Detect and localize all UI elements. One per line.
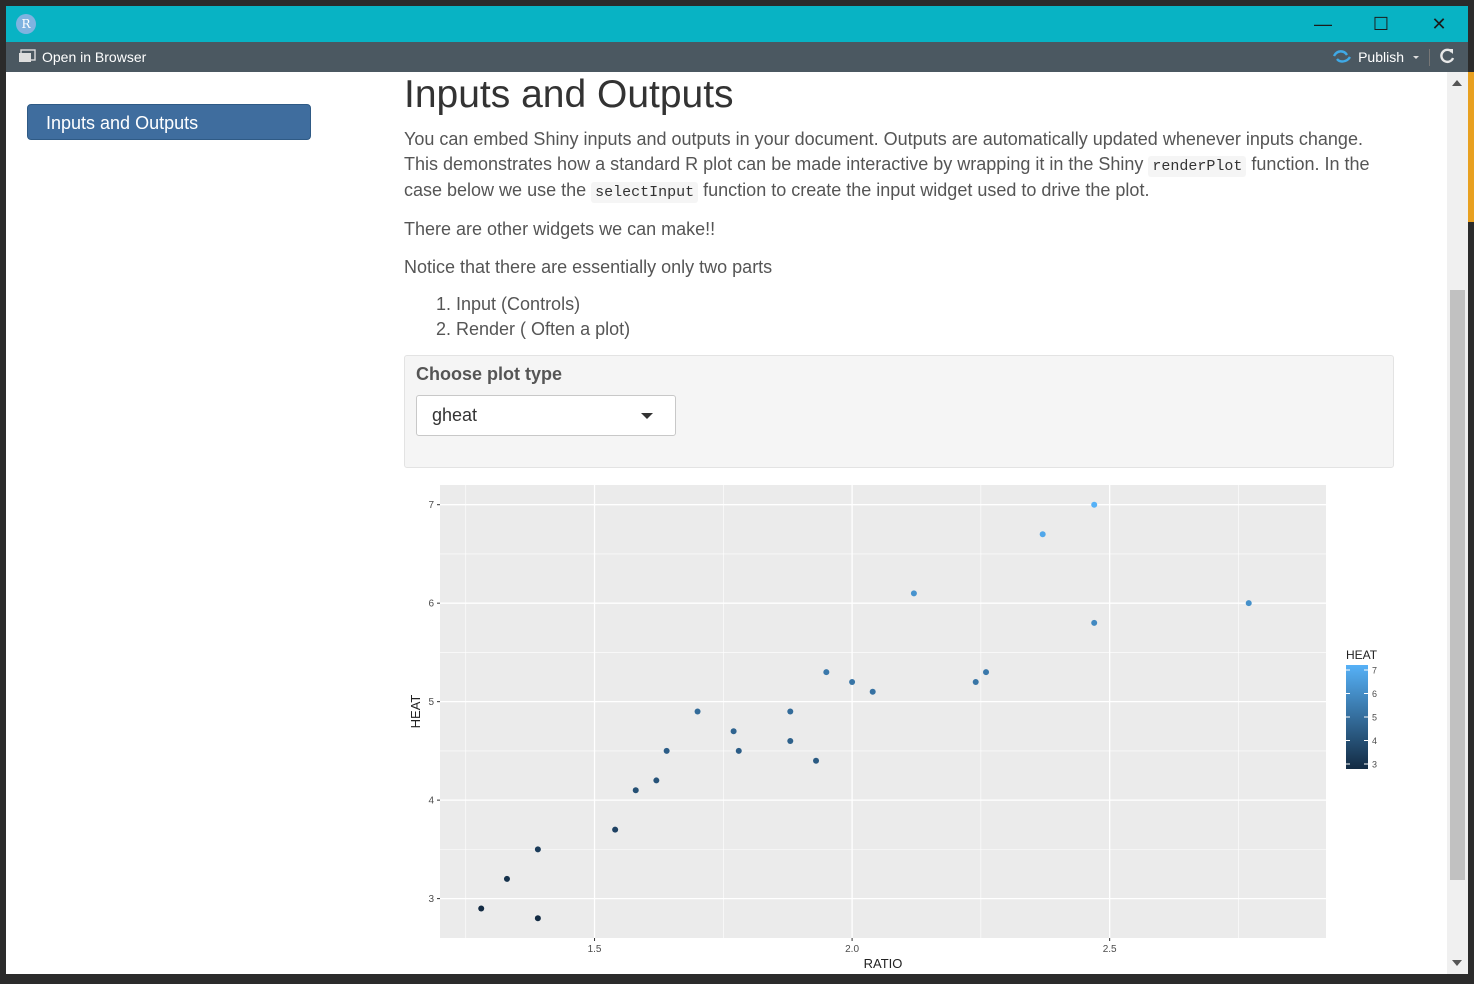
legend-tick-label: 7: [1372, 666, 1377, 676]
data-point: [813, 757, 820, 764]
grid-lines: [440, 485, 1326, 938]
legend-title: HEAT: [1346, 648, 1378, 662]
scrollbar-thumb[interactable]: [1450, 290, 1465, 880]
chevron-down-icon[interactable]: [1410, 49, 1422, 65]
legend-tick-label: 6: [1372, 689, 1377, 699]
y-axis-label: HEAT: [408, 695, 423, 729]
data-point: [653, 777, 660, 784]
paragraph-intro-line-1: You can embed Shiny inputs and outputs i…: [404, 129, 1363, 149]
legend-colorbar: [1346, 665, 1368, 769]
plot-type-select[interactable]: gheat: [416, 395, 676, 436]
paragraph-intro-line-2: This demonstrates how a standard R plot …: [404, 152, 1370, 179]
plot-panel: [440, 485, 1326, 938]
axes: 1.5 2.0 2.5 3 4 5 6 7: [428, 500, 1117, 955]
refresh-icon: [1438, 47, 1456, 68]
x-tick-label: 2.5: [1103, 944, 1117, 955]
data-point: [869, 688, 876, 695]
close-button[interactable]: ✕: [1431, 13, 1447, 34]
legend-tick-label: 3: [1372, 760, 1377, 770]
publish-label: Publish: [1358, 49, 1404, 65]
select-value: gheat: [432, 405, 478, 425]
text-span: function to create the input widget used…: [698, 180, 1150, 200]
legend-ticks: 3 4 5 6 7: [1346, 666, 1377, 770]
data-point: [1039, 531, 1046, 538]
y-tick-label: 4: [428, 796, 434, 807]
data-point: [823, 669, 830, 676]
x-axis-label: RATIO: [864, 956, 903, 971]
data-points: [478, 501, 1252, 922]
data-point: [632, 787, 639, 794]
input-panel: Choose plot type gheat: [404, 355, 1394, 468]
window-titlebar: R — ☐ ✕: [6, 6, 1468, 42]
r-app-icon: R: [16, 14, 36, 34]
viewer-toolbar: Open in Browser Publish: [6, 42, 1468, 72]
open-in-browser-label: Open in Browser: [42, 49, 147, 65]
data-point: [735, 747, 742, 754]
paragraph-widgets: There are other widgets we can make!!: [404, 219, 716, 239]
minimize-button[interactable]: —: [1314, 13, 1332, 34]
data-point: [910, 590, 917, 597]
scroll-down-arrow-icon[interactable]: [1452, 960, 1462, 966]
viewer-content: Inputs and Outputs Inputs and Outputs Yo…: [6, 72, 1468, 974]
legend-tick-label: 5: [1372, 713, 1377, 723]
data-point: [1245, 600, 1252, 607]
publish-icon: [1332, 48, 1352, 67]
background-window-edge: [1468, 72, 1474, 222]
data-point: [478, 905, 485, 912]
scroll-up-arrow-icon[interactable]: [1452, 80, 1462, 86]
y-tick-label: 7: [428, 500, 434, 511]
select-label: Choose plot type: [416, 364, 563, 384]
publish-button[interactable]: Publish: [1332, 42, 1422, 72]
y-tick-label: 6: [428, 599, 434, 610]
data-point: [663, 747, 670, 754]
data-point: [849, 678, 856, 685]
data-point: [972, 678, 979, 685]
x-tick-label: 1.5: [588, 944, 602, 955]
data-point: [730, 728, 737, 735]
paragraph-two-parts: Notice that there are essentially only t…: [404, 257, 773, 277]
text-span: function. In the: [1246, 154, 1370, 174]
data-point: [787, 738, 794, 745]
toc-item-inputs-and-outputs[interactable]: Inputs and Outputs: [27, 104, 311, 140]
vertical-scrollbar[interactable]: [1447, 72, 1468, 974]
scatter-plot: 1.5 2.0 2.5 3 4 5 6 7 RATIO HEAT HEAT 3 4 5 6 7: [404, 477, 1394, 974]
toolbar-divider: [1429, 49, 1430, 66]
text-span: This demonstrates how a standard R plot …: [404, 154, 1149, 174]
open-in-browser-button[interactable]: Open in Browser: [18, 42, 146, 72]
y-tick-label: 3: [428, 894, 434, 905]
data-point: [534, 846, 541, 853]
y-tick-label: 5: [428, 697, 434, 708]
page-title: Inputs and Outputs: [404, 73, 734, 116]
x-tick-label: 2.0: [845, 944, 859, 955]
paragraph-intro-line-3: case below we use the selectInput functi…: [404, 178, 1149, 205]
text-span: case below we use the: [404, 180, 592, 200]
legend-tick-label: 4: [1372, 736, 1377, 746]
data-point: [534, 915, 541, 922]
browser-icon: [18, 48, 36, 66]
data-point: [1091, 619, 1098, 626]
caret-down-icon: [641, 413, 653, 419]
data-point: [983, 669, 990, 676]
list-item-render: 2. Render ( Often a plot): [436, 319, 631, 339]
data-point: [503, 875, 510, 882]
data-point: [612, 826, 619, 833]
list-item-input: 1. Input (Controls): [436, 294, 581, 314]
scatter-plot-svg: 1.5 2.0 2.5 3 4 5 6 7 RATIO HEAT HEAT 3 4 5 6 7: [408, 485, 1378, 971]
refresh-button[interactable]: [1434, 44, 1460, 70]
code-selectinput: selectInput: [591, 182, 699, 203]
color-legend: HEAT 3 4 5 6 7: [1346, 648, 1378, 770]
code-renderplot: renderPlot: [1148, 156, 1247, 177]
data-point: [787, 708, 794, 715]
data-point: [1091, 501, 1098, 508]
maximize-button[interactable]: ☐: [1372, 13, 1390, 34]
data-point: [694, 708, 701, 715]
